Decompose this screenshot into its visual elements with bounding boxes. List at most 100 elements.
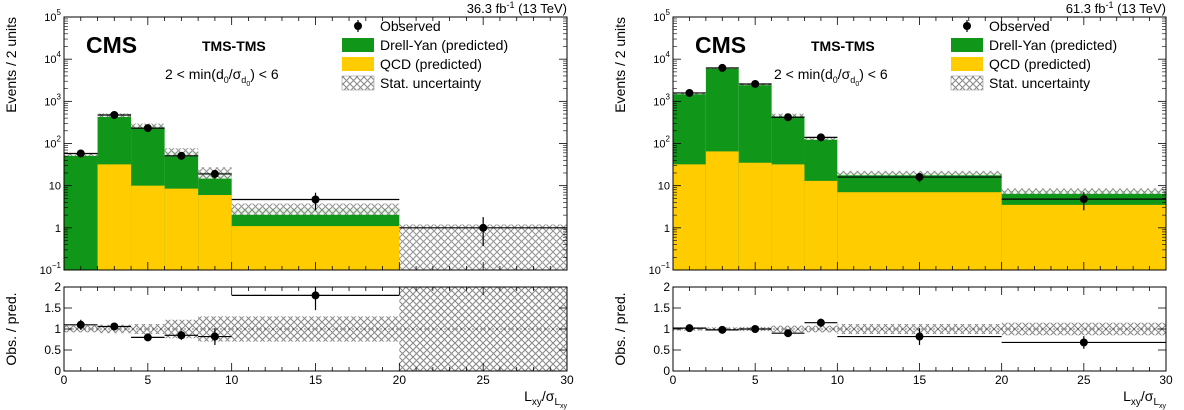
legend-label: Stat. uncertainty [380, 75, 481, 91]
x-tick-label: 30 [1159, 373, 1173, 387]
experiment-label: CMS [86, 32, 137, 58]
observed-point [784, 113, 793, 122]
ratio-uncertainty-band [1001, 322, 1166, 336]
text-part: 2 [666, 135, 671, 144]
text-part: -1 [1105, 0, 1113, 10]
text-part: 10 [649, 265, 661, 277]
x-axis-title: Lxy/σLxy [1123, 388, 1166, 410]
text-part: -1 [506, 0, 514, 10]
ratio-point [143, 333, 152, 342]
text-part: L [554, 397, 560, 408]
ratio-uncertainty-band [771, 325, 805, 333]
qcd-bar [738, 162, 772, 270]
qcd-bar [1001, 204, 1166, 270]
ratio-y-tick-label: 1.5 [653, 301, 670, 315]
ratio-y-tick-label: 1 [54, 322, 61, 336]
selection-label: 2 < min(d0/σd0) < 6 [774, 66, 888, 88]
x-tick-label: 30 [560, 373, 574, 387]
text-part: /σ [229, 66, 242, 82]
text-part: 0 [855, 81, 859, 88]
ratio-y-tick-label: 0.5 [653, 343, 670, 357]
ratio-point [685, 324, 694, 333]
ratio-y-tick-label: 1.5 [44, 301, 61, 315]
text-part: L [1123, 388, 1131, 404]
qcd-bar [97, 164, 132, 270]
ratio-y-axis-title: Obs. / pred. [3, 292, 19, 365]
x-tick-label: 0 [61, 373, 68, 387]
text-part: 10 [653, 139, 665, 151]
legend-label: Drell-Yan (predicted) [989, 37, 1117, 53]
text-part: /σ [542, 388, 555, 404]
ratio-point [718, 325, 727, 334]
text-part: L [524, 388, 532, 404]
y-tick-label: 10−1 [40, 261, 62, 277]
ratio-point [76, 320, 85, 329]
qcd-bar [673, 164, 706, 270]
x-tick-label: 20 [995, 373, 1009, 387]
legend-label: QCD (predicted) [989, 56, 1091, 72]
y-axis-title: Events / 2 units [3, 17, 19, 113]
observed-point [816, 133, 825, 142]
text-part: 36.3 fb [467, 1, 507, 16]
qcd-bar [705, 151, 739, 270]
legend: Observed Drell-Yan (predicted) QCD (predic… [950, 18, 1117, 91]
observed-point [76, 149, 85, 158]
text-part: 0 [246, 81, 250, 88]
observed-point [685, 88, 694, 97]
text-part: 10 [653, 54, 665, 66]
text-part: 10 [653, 96, 665, 108]
text-part: 2 [57, 135, 62, 144]
text-part: /σ [838, 66, 851, 82]
observed-point [110, 110, 119, 119]
legend-observed-marker [354, 22, 362, 30]
ratio-uncertainty-band [804, 325, 838, 333]
ratio-uncertainty-band [131, 323, 165, 335]
observed-point [915, 173, 924, 182]
text-part: 10 [44, 139, 56, 151]
text-part: 10 [44, 54, 56, 66]
x-tick-label: 25 [1077, 373, 1091, 387]
legend-swatch [341, 75, 375, 91]
legend-swatch [342, 38, 374, 52]
y-tick-label: 105 [653, 8, 670, 24]
text-part: 10 [44, 12, 56, 24]
text-part: ) < 6 [250, 66, 279, 82]
y-tick-label: 10 [49, 181, 61, 193]
observed-point [718, 63, 727, 72]
selection-label: 2 < min(d0/σd0) < 6 [165, 66, 279, 88]
text-part: 10 [653, 12, 665, 24]
ratio-point [177, 331, 186, 340]
text-part: 0 [833, 75, 838, 85]
ratio-y-tick-label: 1 [663, 322, 670, 336]
text-part: 1 [664, 223, 670, 235]
x-tick-label: 25 [476, 373, 490, 387]
y-tick-label: 105 [44, 8, 61, 24]
luminosity-label: 36.3 fb-1 (13 TeV) [467, 0, 567, 16]
stat-uncertainty-band [1001, 188, 1166, 194]
x-tick-label: 15 [309, 373, 323, 387]
y-tick-label: 1 [664, 223, 670, 235]
y-tick-label: 102 [44, 135, 61, 151]
x-tick-label: 5 [752, 373, 759, 387]
text-part: ) < 6 [859, 66, 888, 82]
ratio-uncertainty-band [231, 316, 400, 342]
x-tick-label: 10 [225, 373, 239, 387]
experiment-label: CMS [695, 32, 746, 58]
text-part: −1 [52, 261, 62, 270]
text-part: d [241, 75, 246, 85]
text-part: L [1153, 397, 1159, 408]
x-tick-label: 0 [670, 373, 677, 387]
text-part: 2 < min(d [165, 66, 224, 82]
y-tick-label: 103 [653, 92, 670, 108]
ratio-y-tick-label: 2 [54, 280, 61, 294]
y-tick-label: 10 [658, 181, 670, 193]
y-tick-label: 102 [653, 135, 670, 151]
y-tick-label: 104 [44, 50, 61, 66]
text-part: d [850, 75, 855, 85]
y-tick-label: 10−1 [649, 261, 671, 277]
legend: Observed Drell-Yan (predicted) QCD (predic… [341, 18, 508, 91]
text-part: 5 [666, 8, 671, 17]
observed-point [143, 124, 152, 133]
observed-point [479, 223, 488, 232]
